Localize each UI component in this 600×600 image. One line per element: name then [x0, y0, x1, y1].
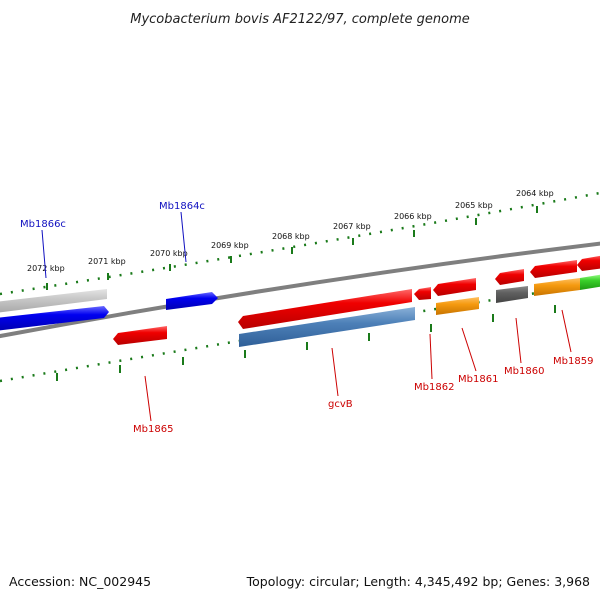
- outer-scale: [0, 191, 600, 296]
- gene-feature-mb1860[interactable]: [496, 286, 528, 303]
- leader-line-gcvb: [331, 347, 339, 397]
- gene-feature-mb1866c[interactable]: [0, 306, 109, 331]
- gene-label-mb1864c[interactable]: Mb1864c: [159, 201, 205, 212]
- tick-label-2068: 2068 kbp: [272, 232, 310, 241]
- leader-line-mb1865: [144, 375, 152, 422]
- gene-feature-mb1861-red[interactable]: [433, 278, 476, 296]
- tick-label-2070: 2070 kbp: [150, 249, 188, 258]
- forward-strand-features: [113, 274, 600, 347]
- leader-line-mb1866c: [41, 229, 47, 279]
- gene-feature-gcvb-red[interactable]: [238, 289, 412, 329]
- gene-labels: Mb1866c Mb1864c Mb1865 gcvB Mb1862 Mb186…: [20, 201, 593, 435]
- leader-line-mb1860: [515, 317, 522, 364]
- tick-label-2072: 2072 kbp: [27, 264, 65, 273]
- gene-feature-mb1861[interactable]: [436, 297, 479, 315]
- gene-feature-mb1860-red[interactable]: [495, 269, 524, 285]
- gene-feature-green[interactable]: [580, 274, 600, 290]
- gene-feature-mb1862[interactable]: [414, 287, 431, 300]
- gene-label-gcvb[interactable]: gcvB: [328, 399, 353, 410]
- gene-feature-mb1859-red[interactable]: [530, 260, 577, 278]
- gene-feature-gcvb[interactable]: [239, 307, 415, 347]
- gene-label-mb1859[interactable]: Mb1859: [553, 356, 593, 367]
- reverse-strand-features: [0, 255, 600, 331]
- map-title: Mycobacterium bovis AF2122/97, complete …: [130, 12, 469, 27]
- topology-text: Topology: circular; Length: 4,345,492 bp…: [246, 574, 590, 589]
- gene-label-mb1860[interactable]: Mb1860: [504, 366, 544, 377]
- gene-label-mb1866c[interactable]: Mb1866c: [20, 219, 66, 230]
- gene-feature-grey[interactable]: [0, 289, 107, 313]
- accession-text: Accession: NC_002945: [9, 574, 151, 589]
- gene-label-mb1862[interactable]: Mb1862: [414, 382, 454, 393]
- gene-feature-mb1859[interactable]: [534, 278, 580, 296]
- gene-feature-mb1865[interactable]: [113, 326, 167, 345]
- gene-label-mb1861[interactable]: Mb1861: [458, 374, 498, 385]
- tick-label-2066: 2066 kbp: [394, 212, 432, 221]
- leader-line-mb1859: [561, 309, 572, 353]
- tick-label-2069: 2069 kbp: [211, 241, 249, 250]
- leader-line-mb1861: [461, 327, 477, 372]
- scale-labels: 2072 kbp 2071 kbp 2070 kbp 2069 kbp 2068…: [27, 189, 554, 273]
- leader-line-mb1864c: [180, 211, 187, 263]
- inner-scale: [0, 281, 600, 383]
- tick-label-2065: 2065 kbp: [455, 201, 493, 210]
- leader-line-mb1862: [429, 333, 433, 380]
- gene-label-mb1865[interactable]: Mb1865: [133, 424, 173, 435]
- tick-label-2064: 2064 kbp: [516, 189, 554, 198]
- genome-backbone: [0, 241, 600, 339]
- tick-label-2071: 2071 kbp: [88, 257, 126, 266]
- gene-feature-edge-red[interactable]: [577, 255, 600, 271]
- tick-label-2067: 2067 kbp: [333, 222, 371, 231]
- gene-feature-mb1864c[interactable]: [166, 292, 218, 310]
